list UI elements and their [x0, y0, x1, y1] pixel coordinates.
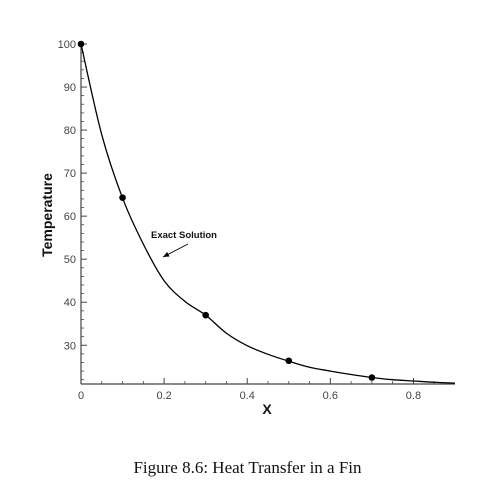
x-tick-label: 0.2 — [156, 390, 171, 402]
data-markers — [77, 40, 376, 381]
y-tick-label: 100 — [58, 39, 76, 51]
data-point — [119, 194, 126, 201]
annotation-arrowhead — [163, 251, 170, 257]
x-tick-label: 0 — [78, 390, 84, 402]
ticks — [80, 43, 435, 384]
x-axis-label: X — [262, 401, 272, 417]
annotation-exact-solution: Exact Solution — [151, 230, 217, 241]
data-point — [77, 40, 85, 48]
y-tick-label: 30 — [64, 340, 76, 352]
data-point — [368, 374, 376, 381]
y-tick-label: 90 — [64, 82, 76, 94]
tick-labels: 0 0.2 0.4 0.6 0.8 30 40 50 60 70 80 90 100 — [58, 39, 421, 402]
y-tick-label: 80 — [64, 125, 76, 137]
y-axis-label: Temperature — [39, 173, 55, 257]
y-tick-label: 50 — [64, 254, 76, 266]
y-tick-label: 60 — [64, 211, 76, 223]
x-tick-label: 0.8 — [406, 390, 421, 402]
chart: 0 0.2 0.4 0.6 0.8 30 40 50 60 70 80 90 100 Temperatu… — [39, 39, 456, 417]
data-point — [202, 311, 209, 319]
figure-caption: Figure 8.6: Heat Transfer in a Fin — [133, 458, 362, 477]
data-point — [285, 357, 293, 365]
x-tick-label: 0.6 — [323, 390, 338, 402]
y-tick-label: 40 — [64, 297, 76, 309]
x-tick-label: 0.4 — [240, 390, 255, 402]
axes — [80, 44, 455, 385]
exact-solution-curve — [80, 43, 456, 384]
y-tick-label: 70 — [64, 168, 76, 180]
